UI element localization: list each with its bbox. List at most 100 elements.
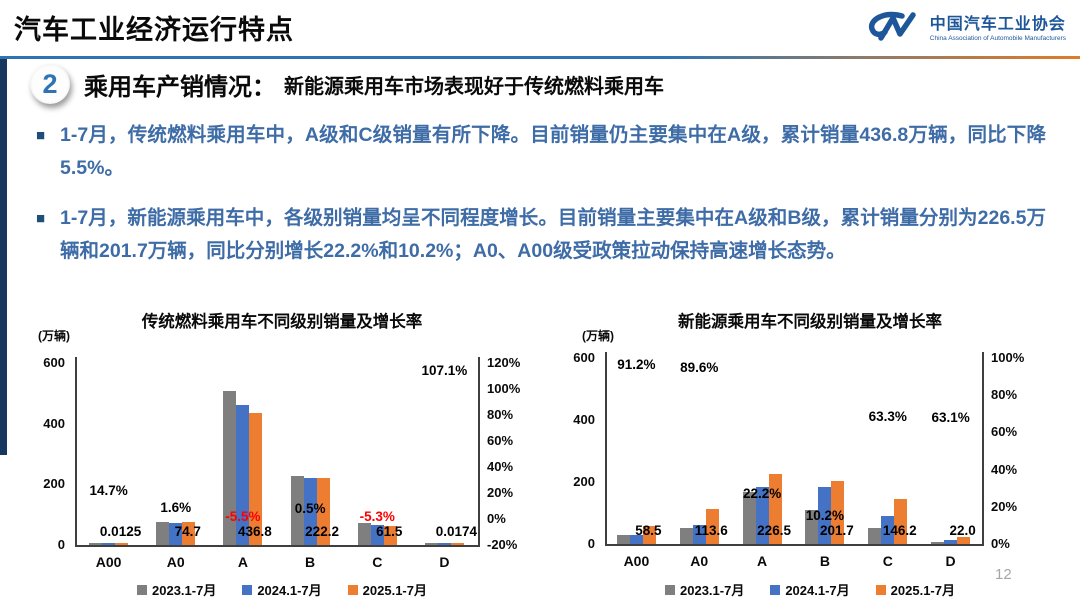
legend-item: 2024.1-7月	[770, 580, 850, 599]
legend-swatch-icon	[875, 584, 886, 595]
bar-series-2	[755, 486, 769, 544]
chart-title: 新能源乘用车不同级别销量及增长率	[678, 313, 942, 331]
left-axis-tick-label: 400	[43, 415, 65, 431]
bullet-square-icon: ■	[36, 210, 46, 227]
category-label: A00	[623, 553, 650, 569]
bar-series-1	[616, 535, 630, 544]
section-subtitle: 新能源乘用车市场表现好于传统燃料乘用车	[284, 75, 664, 98]
axis-unit-label: (万辆)	[38, 329, 70, 343]
bar-series-3	[249, 412, 263, 545]
growth-rate-label: 91.2%	[617, 357, 656, 373]
chart-nev-sales: 新能源乘用车不同级别销量及增长率 (万辆) 2023.1-7月 2024.1-7月…	[556, 306, 1064, 608]
growth-rate-label: 14.7%	[89, 482, 128, 498]
legend-label: 2024.1-7月	[785, 583, 850, 598]
right-axis-tick-label: 0%	[487, 511, 506, 526]
right-axis-tick-label: 100%	[487, 381, 521, 396]
bar-series-2	[169, 522, 183, 545]
left-axis-tick-label: 200	[573, 474, 595, 489]
left-axis-tick-label: 600	[43, 355, 65, 370]
header-divider	[0, 56, 1080, 59]
legend-label: 2025.1-7月	[890, 583, 955, 598]
left-axis-tick-label: 400	[573, 412, 595, 427]
legend-swatch-icon	[347, 584, 358, 595]
bullet-item: ■ 1-7月，传统燃料乘用车中，A级和C级销量有所下降。目前销量仍主要集中在A级…	[36, 119, 1046, 185]
bar-series-1	[290, 476, 304, 545]
chart-traditional-fuel-sales: 传统燃料乘用车不同级别销量及增长率 (万辆) 2023.1-7月 2024.1-7…	[28, 306, 536, 608]
legend-swatch-icon	[770, 584, 781, 595]
legend-swatch-icon	[137, 584, 147, 595]
bar-series-2	[818, 487, 832, 544]
right-axis-tick-label: 0%	[991, 536, 1010, 551]
value-label: 61.5	[376, 524, 403, 539]
right-axis-tick-label: 40%	[487, 459, 514, 474]
left-accent-bar	[0, 59, 7, 455]
bar-series-3	[768, 473, 782, 544]
bar-series-1	[931, 542, 945, 544]
bar-series-2	[437, 543, 451, 545]
bullet-text: 1-7月，新能源乘用车中，各级别销量均呈不同程度增长。目前销量主要集中在A级和B…	[60, 207, 1046, 262]
legend-item: 2025.1-7月	[347, 580, 427, 599]
bar-series-3	[894, 498, 908, 544]
right-axis-tick-label: 60%	[487, 433, 514, 448]
caam-logo-icon	[868, 11, 916, 41]
category-label: D	[439, 554, 450, 570]
right-axis-tick-label: 100%	[991, 350, 1025, 365]
logo-name-en: China Association of Automobile Manufact…	[929, 35, 1066, 42]
right-axis-tick-label: 20%	[487, 485, 514, 500]
y-axis-line	[75, 357, 77, 545]
x-axis-line	[75, 545, 480, 547]
section-number-badge: 2	[30, 64, 70, 104]
value-label: 22.0	[949, 523, 976, 538]
value-label: 201.7	[820, 523, 854, 538]
bar-series-3	[831, 481, 845, 544]
growth-rate-label: 0.5%	[294, 501, 326, 517]
growth-rate-label: 89.6%	[680, 360, 719, 376]
category-label: D	[945, 553, 956, 569]
y-axis-line	[605, 352, 607, 544]
bar-series-2	[303, 477, 317, 545]
secondary-y-axis-line	[478, 357, 480, 545]
value-label: 222.2	[305, 524, 339, 539]
growth-rate-label: -5.3%	[359, 508, 395, 524]
legend: 2023.1-7月 2024.1-7月 2025.1-7月	[556, 580, 1064, 599]
bullet-list: ■ 1-7月，传统燃料乘用车中，A级和C级销量有所下降。目前销量仍主要集中在A级…	[36, 119, 1046, 285]
section-header: 2 乘用车产销情况： 新能源乘用车市场表现好于传统燃料乘用车	[30, 64, 664, 104]
bar-series-2	[629, 534, 643, 544]
legend-label: 2025.1-7月	[362, 583, 427, 598]
bar-series-3	[316, 477, 330, 545]
category-label: C	[882, 553, 893, 569]
growth-rate-label: 22.2%	[742, 485, 782, 501]
legend-item: 2023.1-7月	[665, 580, 744, 599]
bar-series-3	[957, 537, 971, 544]
bullet-item: ■ 1-7月，新能源乘用车中，各级别销量均呈不同程度增长。目前销量主要集中在A级…	[36, 202, 1046, 268]
bar-series-2	[236, 404, 250, 545]
right-axis-tick-label: 80%	[991, 387, 1018, 403]
category-label: A0	[690, 553, 709, 569]
left-axis-tick-label: 600	[573, 350, 595, 365]
right-axis-tick-label: 60%	[991, 424, 1018, 440]
page-number: 12	[995, 566, 1012, 583]
legend-label: 2024.1-7月	[257, 583, 322, 598]
value-label: 226.5	[757, 523, 791, 538]
value-label: 0.0125	[99, 524, 142, 539]
left-axis-tick-label: 0	[587, 536, 595, 551]
bar-series-2	[692, 525, 706, 544]
left-axis-tick-label: 200	[43, 476, 65, 492]
bar-series-1	[868, 527, 882, 544]
value-label: 436.8	[238, 524, 272, 539]
growth-rate-label: 63.1%	[931, 409, 970, 425]
bar-series-1	[156, 521, 170, 545]
growth-rate-label: 10.2%	[805, 508, 845, 524]
right-axis-tick-label: -20%	[487, 537, 518, 552]
right-axis-tick-label: 80%	[487, 407, 514, 422]
category-label: B	[819, 553, 830, 569]
growth-rate-label: 1.6%	[160, 499, 192, 515]
section-number: 2	[42, 68, 58, 99]
bar-series-2	[102, 543, 116, 545]
legend-item: 2025.1-7月	[875, 580, 955, 599]
left-axis-tick-label: 0	[57, 537, 65, 552]
legend-label: 2023.1-7月	[152, 583, 217, 598]
bar-series-1	[357, 522, 371, 545]
legend-swatch-icon	[665, 584, 675, 595]
logo-text: 中国汽车工业协会 China Association of Automobile…	[930, 10, 1066, 42]
